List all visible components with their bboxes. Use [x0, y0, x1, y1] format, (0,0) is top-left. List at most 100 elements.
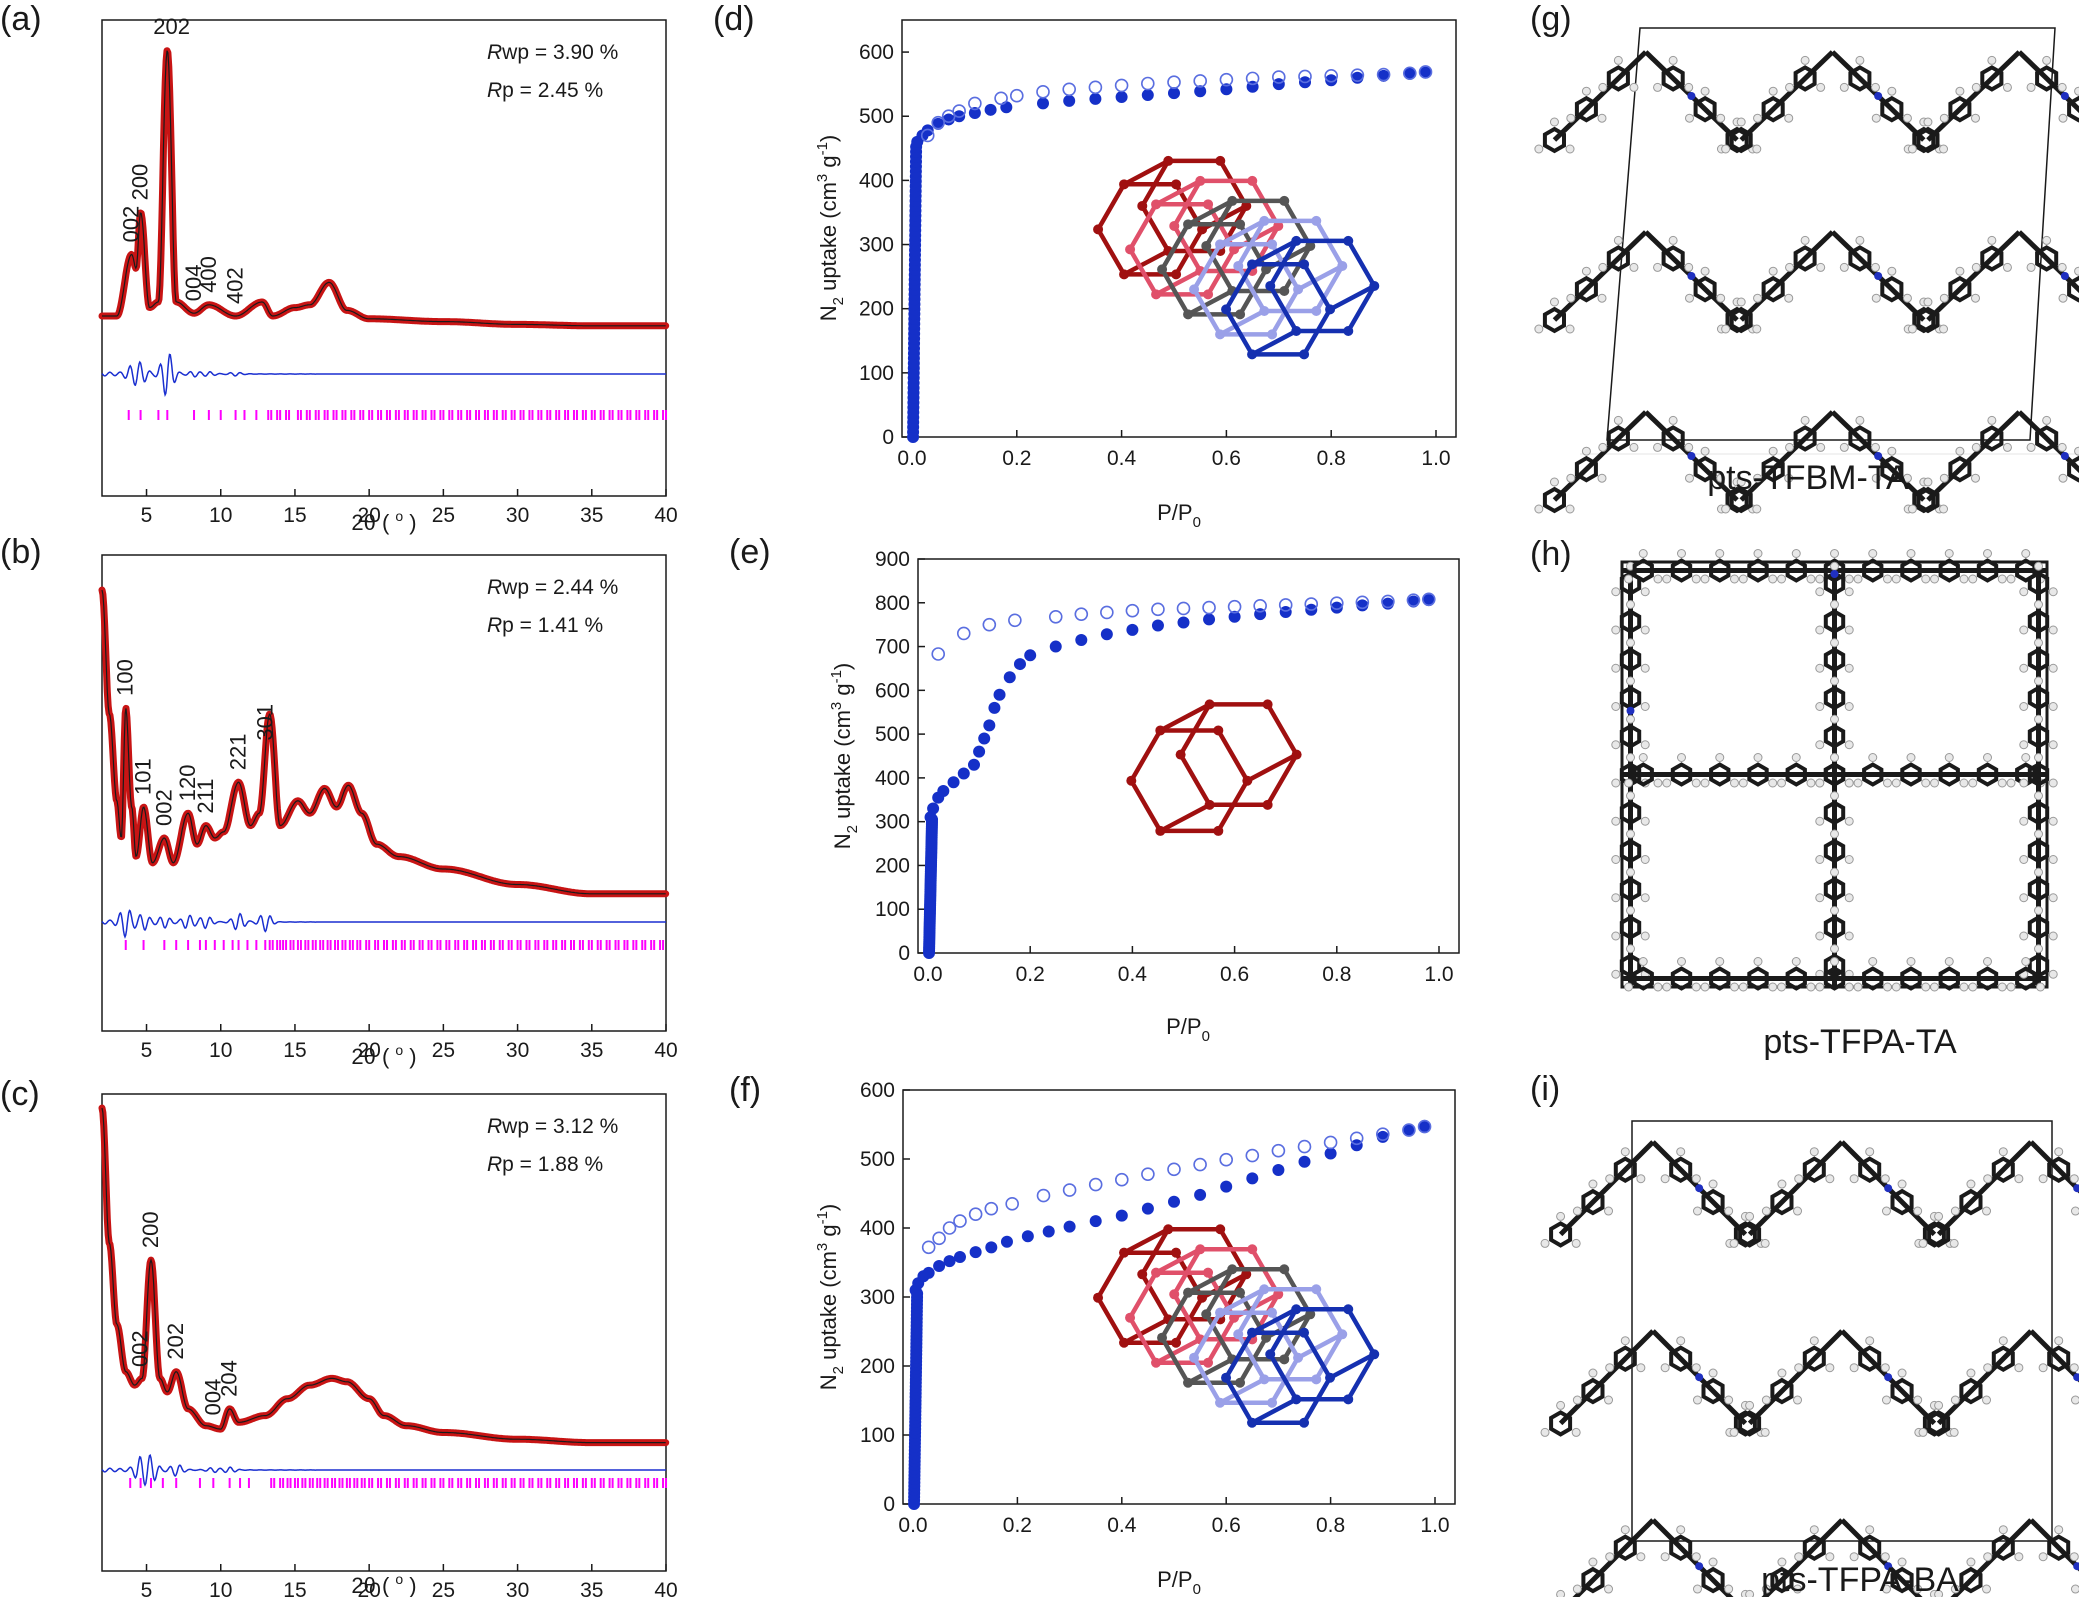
framework-ring-h — [1844, 702, 1854, 711]
peak-label-c: 004 — [200, 1379, 225, 1416]
framework-ring-g — [1566, 473, 1576, 483]
framework-ring-h — [1806, 574, 1816, 584]
framework-ring-g — [1629, 82, 1639, 92]
framework-ring-i — [2054, 1336, 2064, 1346]
framework-ring-i — [1761, 1584, 1771, 1594]
framework-ring-h — [2034, 638, 2043, 648]
net-hexagon-f — [1203, 1357, 1214, 1368]
net-hexagon-d — [1151, 199, 1162, 210]
framework-ring-i — [1890, 1188, 1914, 1216]
x-tick-label-c: 20 — [357, 1579, 380, 1597]
adsorption-point-e — [978, 732, 991, 745]
framework-ring-i — [2054, 1147, 2064, 1157]
net-hexagon-d — [1119, 269, 1130, 280]
framework-ring-h — [2027, 609, 2050, 634]
net-hexagon-d — [1305, 240, 1316, 251]
desorption-point-f — [1323, 1135, 1338, 1150]
framework-ring-g — [1793, 425, 1817, 452]
framework-ring-h — [1830, 791, 1839, 801]
net-hexagon-d — [1219, 218, 1266, 247]
framework-ring-i — [1588, 1179, 1598, 1189]
nitrogen-atom-i — [1695, 1373, 1704, 1382]
framework-ring-g — [1668, 415, 1678, 425]
framework-ring-i — [1636, 1552, 1646, 1562]
framework-ring-h — [1938, 966, 1960, 991]
framework-ring-g — [1685, 293, 1695, 303]
framework-ring-h — [1830, 829, 1839, 839]
x-tick-label-a: 5 — [141, 504, 153, 527]
nitrogen-atom-i — [1884, 1562, 1893, 1571]
framework-ring-g — [1955, 446, 1965, 456]
rwp-label-c: Rwp = 3.12 % — [487, 1115, 618, 1138]
net-hexagon-f — [1261, 1332, 1272, 1343]
adsorption-point-e — [927, 802, 940, 815]
framework-ring-h — [1700, 574, 1710, 584]
framework-ring-i — [1620, 1525, 1630, 1535]
framework-ring-g — [1581, 86, 1591, 96]
framework-ring-i — [1881, 1584, 1891, 1594]
framework-ring-h — [1968, 982, 1978, 992]
framework-ring-g — [1700, 266, 1710, 276]
framework-ring-h — [1823, 609, 1846, 634]
net-hexagon-f — [1291, 1304, 1302, 1315]
structure-name-i: pts-TFPA-BA — [1761, 1561, 1959, 1597]
framework-strut-i — [1950, 1518, 2033, 1597]
difference-curve-a — [101, 353, 666, 397]
framework-ring-i — [1760, 1427, 1770, 1437]
net-hexagon-f — [1291, 1394, 1302, 1405]
framework-ring-g — [1716, 473, 1726, 483]
desorption-point-e — [1421, 592, 1436, 607]
net-hexagon-f — [1229, 1312, 1240, 1323]
framework-ring-h — [1815, 931, 1825, 941]
framework-strut-g — [1926, 50, 2021, 142]
desorption-point-e — [956, 626, 971, 641]
panel-label-g: (g) — [1530, 0, 1572, 38]
framework-ring-g — [2057, 442, 2067, 452]
adsorption-point-f — [1000, 1235, 1013, 1248]
framework-ring-g — [1549, 297, 1559, 307]
framework-ring-i — [1605, 1363, 1615, 1373]
framework-ring-h — [1653, 574, 1663, 584]
adsorption-point-e — [1228, 610, 1241, 623]
desorption-point-d — [1193, 74, 1207, 88]
framework-ring-h — [1691, 982, 1701, 992]
framework-ring-h — [1906, 753, 1916, 762]
calculated-profile-b — [101, 589, 666, 895]
framework-ring-i — [1676, 1147, 1686, 1157]
framework-ring-g — [1653, 442, 1663, 452]
hexagonal-prism-net-icon — [1126, 699, 1302, 836]
framework-ring-i — [1605, 1552, 1615, 1562]
framework-ring-i — [1983, 1174, 1993, 1184]
framework-ring-g — [1848, 65, 1872, 92]
desorption-point-f — [1167, 1162, 1181, 1177]
panel-label-b: (b) — [0, 533, 42, 571]
desorption-point-f — [953, 1214, 967, 1228]
y-tick-label-e: 600 — [875, 679, 910, 702]
framework-ring-h — [2006, 982, 2016, 992]
framework-ring-h — [1930, 778, 1940, 788]
framework-ring-i — [1613, 1534, 1637, 1562]
framework-ring-h — [1619, 609, 1642, 634]
structure-panel-h: (h) pts-TFPA-TA — [1530, 535, 2058, 1061]
net-hexagon-f — [1125, 1312, 1136, 1323]
framework-ring-h — [1677, 753, 1686, 762]
framework-ring-h — [2048, 740, 2058, 750]
framework-ring-g — [1752, 504, 1762, 514]
net-hexagon-e — [1262, 699, 1273, 710]
net-hexagon-d — [1279, 195, 1290, 206]
framework-ring-i — [1620, 1336, 1630, 1346]
net-hexagon-d — [1247, 259, 1258, 270]
framework-ring-h — [1753, 549, 1763, 558]
rp-label-c: Rp = 1.88 % — [487, 1153, 603, 1176]
framework-ring-i — [1934, 1589, 1944, 1597]
framework-ring-i — [1540, 1238, 1550, 1248]
difference-curve-b — [101, 909, 666, 939]
framework-ring-g — [1955, 86, 1965, 96]
framework-ring-h — [2019, 625, 2029, 635]
peak-label-c: 200 — [138, 1211, 163, 1248]
framework-ring-g — [1871, 113, 1881, 123]
framework-ring-i — [1918, 1238, 1928, 1248]
y-tick-label-e: 300 — [875, 811, 910, 834]
framework-ring-i — [1604, 1206, 1614, 1216]
framework-ring-h — [1729, 982, 1739, 992]
